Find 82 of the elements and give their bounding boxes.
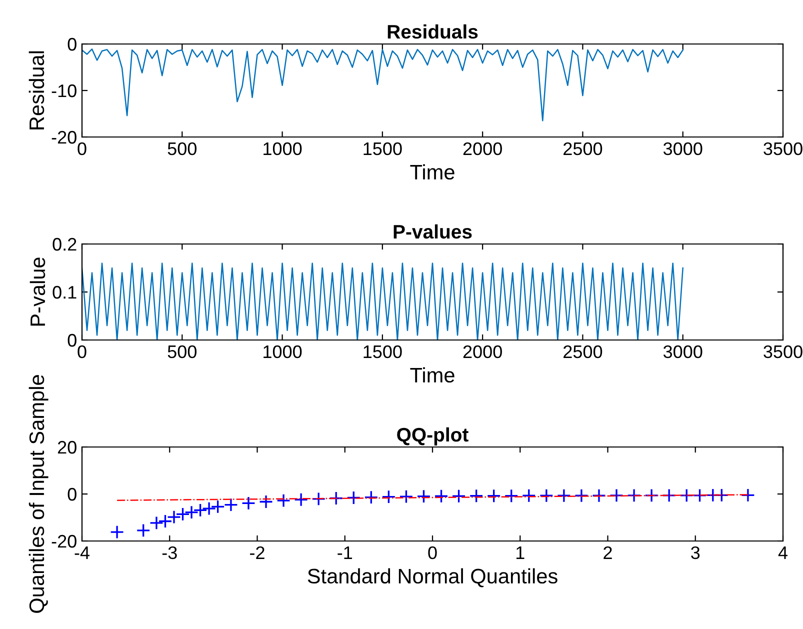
point <box>110 525 124 540</box>
y-tick-label: 0 <box>68 38 76 51</box>
y-tick-label: -10 <box>52 84 76 98</box>
x-tick-label: -4 <box>74 546 90 559</box>
chart-title: QQ-plot <box>397 427 468 446</box>
point <box>416 489 431 504</box>
point <box>469 488 484 503</box>
chart-title: P-values <box>394 224 472 239</box>
line-series <box>82 48 684 122</box>
x-tick-label: 2500 <box>564 345 602 358</box>
x-tick-label: -1 <box>338 546 352 559</box>
x-tick-label: 1500 <box>364 345 402 358</box>
x-tick-label: 2000 <box>463 142 502 156</box>
x-tick-label: 0 <box>78 345 86 358</box>
point <box>662 488 676 502</box>
point <box>574 488 589 503</box>
point <box>592 488 606 503</box>
chart-title: Residuals <box>388 24 478 39</box>
y-axis-title: Quantiles of Input Sample <box>28 375 48 613</box>
y-axis-title: P-value <box>30 258 46 326</box>
point <box>258 494 274 509</box>
x-tick-label: -2 <box>250 546 264 559</box>
point <box>224 498 238 512</box>
y-tick-label: -20 <box>52 534 76 548</box>
x-tick-label: 3 <box>691 546 700 560</box>
y-tick-label: 20 <box>58 440 76 454</box>
point <box>539 488 554 503</box>
x-tick-label: 1500 <box>364 142 402 156</box>
x-tick-label: 0 <box>428 546 437 560</box>
point <box>382 490 396 504</box>
point <box>556 488 571 503</box>
point <box>312 492 326 506</box>
point <box>452 489 466 504</box>
point <box>149 516 164 530</box>
y-tick-label: 0.2 <box>52 238 76 251</box>
point <box>294 492 308 507</box>
x-axis-title: Time <box>410 164 454 180</box>
point <box>486 488 501 503</box>
point <box>626 488 642 502</box>
y-tick-label: 0.1 <box>52 286 76 299</box>
x-tick-label: 3000 <box>663 345 702 358</box>
x-tick-label: 1000 <box>264 345 302 358</box>
point <box>434 489 448 504</box>
point <box>522 488 536 503</box>
point <box>399 490 414 504</box>
point <box>136 523 150 538</box>
point <box>193 503 208 518</box>
point <box>644 488 659 502</box>
y-tick-label: 0 <box>68 488 76 501</box>
line-series <box>82 262 684 340</box>
point <box>504 488 518 503</box>
y-axis-title: Residual <box>28 51 44 130</box>
x-tick-label: 2500 <box>564 142 602 156</box>
point <box>210 500 225 514</box>
point <box>329 491 344 506</box>
point <box>276 494 291 508</box>
x-tick-label: 3500 <box>764 345 802 358</box>
x-tick-label: 2 <box>604 546 612 559</box>
x-tick-label: 1 <box>516 546 524 559</box>
point <box>609 488 624 502</box>
point <box>364 490 378 504</box>
point <box>740 488 755 502</box>
x-tick-label: 500 <box>168 345 196 358</box>
x-tick-label: 1000 <box>264 142 302 156</box>
point <box>241 496 256 510</box>
y-tick-label: -20 <box>52 130 76 144</box>
x-tick-label: 3500 <box>764 142 802 156</box>
x-tick-label: 500 <box>168 142 196 156</box>
x-tick-label: 3000 <box>663 142 702 156</box>
x-tick-label: 0 <box>78 142 86 156</box>
x-axis-title: Time <box>410 367 454 383</box>
x-tick-label: -3 <box>162 546 177 560</box>
y-tick-label: 0 <box>68 334 76 347</box>
x-tick-label: 4 <box>778 546 788 559</box>
point <box>184 505 199 520</box>
point <box>692 488 707 502</box>
point <box>346 490 361 505</box>
point <box>714 488 729 502</box>
point <box>176 507 190 522</box>
x-axis-title: Standard Normal Quantiles <box>308 568 558 588</box>
point <box>202 502 216 516</box>
x-tick-label: 2000 <box>463 345 502 358</box>
